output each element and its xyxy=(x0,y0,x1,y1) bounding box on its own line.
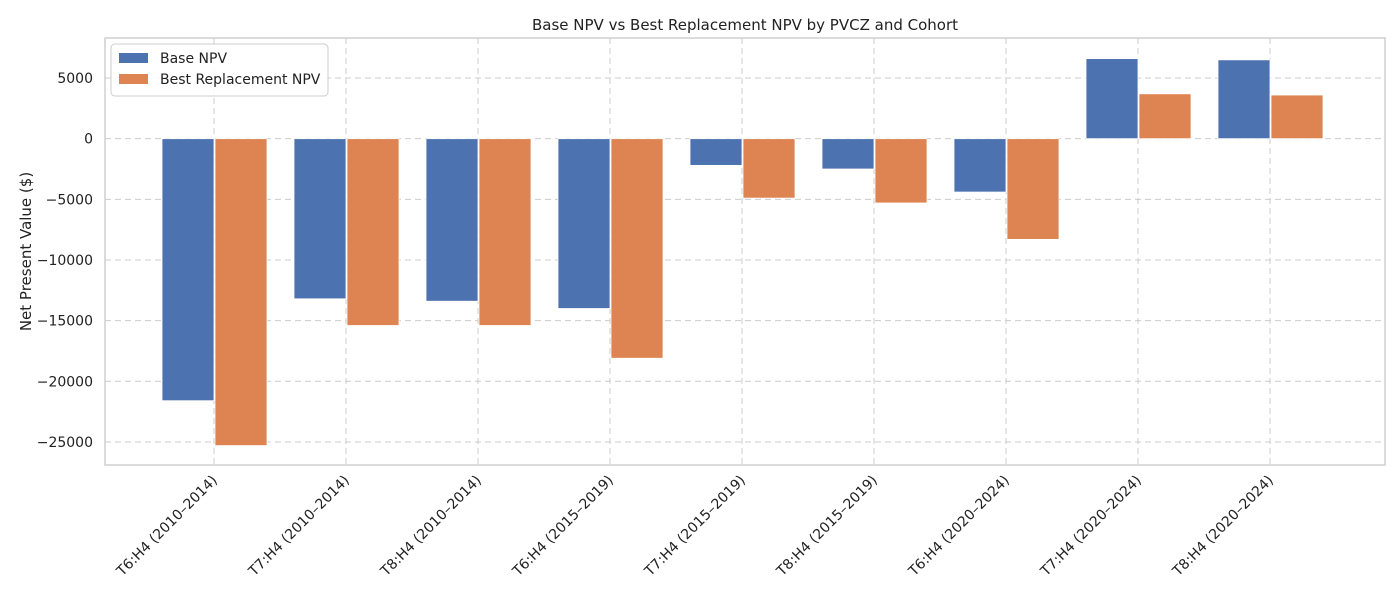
x-tick-label: T6:H4 (2015–2019) xyxy=(509,473,617,581)
bars xyxy=(161,58,1324,446)
base-npv-bar xyxy=(689,138,743,166)
base-npv-bar xyxy=(557,138,611,309)
best-replacement-npv-bar xyxy=(214,138,268,446)
x-tick-label: T7:H4 (2020–2024) xyxy=(1037,473,1145,581)
y-axis-label: Net Present Value ($) xyxy=(17,172,35,331)
best-replacement-npv-bar xyxy=(478,138,532,326)
base-npv-bar xyxy=(161,138,215,402)
base-npv-bar xyxy=(293,138,347,300)
legend-swatch xyxy=(119,74,148,84)
best-replacement-npv-bar xyxy=(874,138,928,204)
x-tick-label: T8:H4 (2015–2019) xyxy=(773,473,881,581)
x-axis-ticks: T6:H4 (2010–2014) T7:H4 (2010–2014) T8:H4 … xyxy=(113,473,1277,581)
y-tick-label: −10000 xyxy=(37,253,93,269)
x-tick-label: T6:H4 (2020–2024) xyxy=(905,473,1013,581)
best-replacement-npv-bar xyxy=(346,138,400,326)
base-npv-bar xyxy=(425,138,479,302)
base-npv-bar xyxy=(953,138,1007,193)
x-tick-label: T6:H4 (2010–2014) xyxy=(113,473,221,581)
y-tick-label: 0 xyxy=(84,132,93,148)
x-tick-label: T7:H4 (2010–2014) xyxy=(245,473,353,581)
chart-title: Base NPV vs Best Replacement NPV by PVCZ… xyxy=(532,16,958,34)
legend-label: Base NPV xyxy=(160,51,227,67)
base-npv-bar xyxy=(1217,59,1271,140)
best-replacement-npv-bar xyxy=(1270,94,1324,140)
y-axis-ticks: −25000 −20000 −15000 −10000 −5000 0 5000 xyxy=(37,71,93,451)
legend-swatch xyxy=(119,53,148,63)
legend-label: Best Replacement NPV xyxy=(160,72,321,88)
y-tick-label: −20000 xyxy=(37,374,93,390)
y-tick-label: 5000 xyxy=(57,71,93,87)
best-replacement-npv-bar xyxy=(1138,93,1192,140)
legend-box xyxy=(110,43,329,97)
best-replacement-npv-bar xyxy=(742,138,796,199)
legend: Base NPV Best Replacement NPV xyxy=(110,43,329,97)
x-tick-label: T8:H4 (2010–2014) xyxy=(377,473,485,581)
base-npv-bar xyxy=(821,138,875,170)
x-tick-label: T7:H4 (2015–2019) xyxy=(641,473,749,581)
y-tick-label: −5000 xyxy=(46,192,93,208)
best-replacement-npv-bar xyxy=(610,138,664,359)
y-tick-label: −25000 xyxy=(37,435,93,451)
plot-frame xyxy=(104,37,1386,466)
base-npv-bar xyxy=(1085,58,1139,140)
x-tick-label: T8:H4 (2020–2024) xyxy=(1169,473,1277,581)
best-replacement-npv-bar xyxy=(1006,138,1060,240)
y-tick-label: −15000 xyxy=(37,314,93,330)
